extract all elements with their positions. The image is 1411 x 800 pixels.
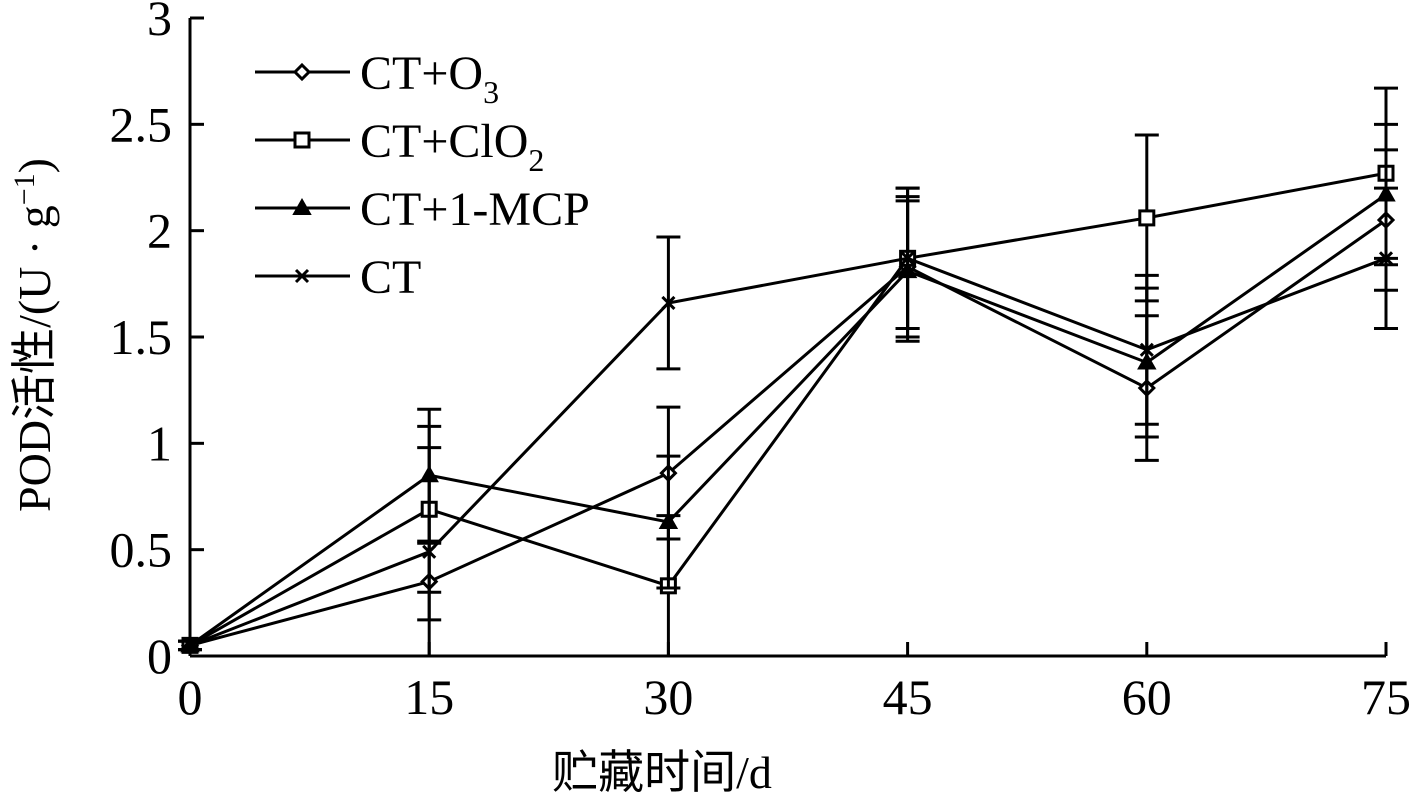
y-tick-label: 0: [147, 628, 172, 684]
legend-label-main: CT+O: [360, 47, 483, 100]
marker-square: [1138, 209, 1156, 227]
x-tick-label: 60: [1122, 669, 1172, 725]
series-line: [189, 218, 1387, 647]
series-line: [189, 256, 1387, 647]
y-tick-label: 1.5: [110, 309, 173, 365]
legend-marker: [292, 197, 312, 215]
x-tick-label: 15: [404, 669, 454, 725]
y-tick-label: 3: [147, 0, 172, 46]
y-axis-title: POD活性/(U · g−1): [8, 158, 61, 512]
legend-item: CT: [255, 251, 421, 304]
y-tick-label: 2.5: [110, 96, 173, 152]
data-point: [1378, 251, 1394, 266]
marker-x-stroke: [661, 295, 676, 311]
legend-label: CT+O3: [360, 47, 499, 110]
data-point: [1138, 209, 1156, 227]
legend-marker: [293, 131, 311, 149]
data-point: [1139, 342, 1154, 357]
marker-x-stroke: [422, 544, 437, 559]
x-tick-label: 0: [178, 669, 203, 725]
legend-item: CT+O3: [255, 47, 499, 110]
x-tick-label: 30: [643, 669, 693, 725]
legend-label-main: CT+ClO: [360, 115, 528, 168]
marker-x-stroke: [1378, 251, 1394, 266]
x-tick-label: 45: [883, 669, 933, 725]
legend-label-main: CT+1-MCP: [360, 183, 590, 236]
legend-label-sub: 3: [483, 74, 499, 110]
marker-triangle: [292, 197, 312, 215]
series-ct: [178, 186, 1398, 658]
data-point: [658, 512, 679, 530]
marker-triangle: [658, 512, 679, 530]
y-tick-label: 2: [147, 203, 172, 259]
series-line: [189, 171, 1387, 647]
legend-label: CT+1-MCP: [360, 183, 590, 236]
legend-item: CT+1-MCP: [255, 183, 590, 236]
data-point: [661, 295, 676, 311]
series-layer: [178, 86, 1398, 658]
legend-item: CT+ClO2: [255, 115, 544, 178]
y-tick-label: 0.5: [110, 522, 173, 578]
y-axis-title-sup: −1: [8, 173, 41, 205]
marker-x-stroke: [182, 638, 198, 653]
marker-square: [293, 131, 311, 149]
series-ct-clo2: [178, 86, 1398, 658]
axes: [188, 18, 1386, 658]
data-point: [182, 638, 198, 653]
y-ticks: 0 0.5 1 1.5 2 2.5 3: [110, 0, 204, 684]
legend-label: CT: [360, 251, 421, 304]
y-axis-title-main: POD活性/(U · g: [9, 205, 60, 512]
x-tick-label: 75: [1361, 669, 1411, 725]
x-axis-title: 贮藏时间/d: [552, 747, 772, 798]
marker-x-stroke: [900, 251, 915, 266]
legend-label-main: CT: [360, 251, 421, 304]
marker-x-stroke: [294, 268, 310, 284]
legend-marker: [292, 62, 312, 82]
marker-x-stroke: [1139, 342, 1154, 357]
x-ticks: 0 15 30 45 60 75: [178, 642, 1411, 725]
y-axis-title-close: ): [9, 158, 60, 173]
legend-label-sub: 2: [528, 142, 544, 178]
y-tick-label: 1: [147, 415, 172, 471]
marker-diamond: [292, 62, 312, 82]
legend-marker: [294, 268, 310, 284]
legend-label: CT+ClO2: [360, 115, 544, 178]
data-point: [900, 251, 915, 266]
data-point: [422, 544, 437, 559]
